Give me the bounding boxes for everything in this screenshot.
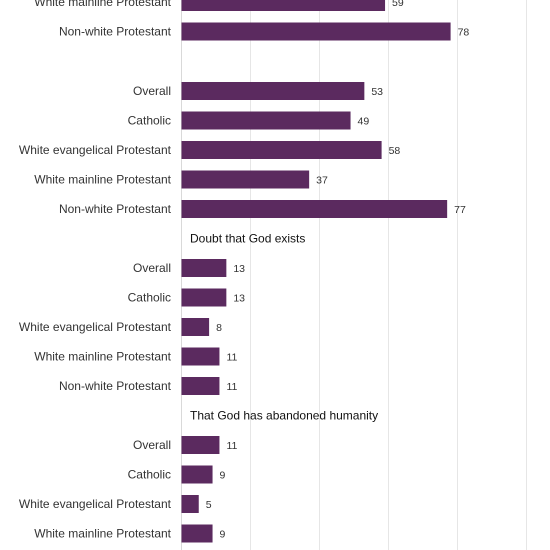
category-label: Catholic	[128, 114, 171, 128]
value-label: 11	[226, 352, 237, 364]
value-label: 11	[226, 381, 237, 393]
group-title: Doubt that God exists	[190, 232, 305, 246]
bar	[181, 200, 448, 218]
bar	[181, 259, 227, 277]
bar	[181, 141, 382, 159]
category-label: Overall	[133, 261, 171, 275]
bar	[181, 288, 227, 307]
category-label: White mainline Protestant	[34, 173, 171, 187]
bar	[181, 465, 213, 484]
bar	[181, 347, 220, 366]
bars	[181, 0, 451, 543]
value-label: 9	[220, 470, 226, 482]
value-label: 59	[392, 0, 404, 9]
category-label: Non-white Protestant	[59, 25, 172, 39]
category-label: Catholic	[128, 468, 171, 482]
category-label: Catholic	[128, 291, 171, 305]
value-label: 8	[216, 322, 222, 334]
value-label: 49	[358, 116, 370, 128]
category-label: White mainline Protestant	[34, 527, 171, 541]
category-label: White evangelical Protestant	[19, 497, 172, 511]
value-label: 37	[316, 175, 328, 187]
category-label: Overall	[133, 84, 171, 98]
category-label: White evangelical Protestant	[19, 320, 172, 334]
category-label: White evangelical Protestant	[19, 143, 172, 157]
category-label: White mainline Protestant	[34, 350, 171, 364]
value-label: 11	[226, 440, 237, 452]
category-label: Non-white Protestant	[59, 379, 172, 393]
bar	[181, 82, 365, 100]
value-label: 13	[233, 293, 245, 305]
category-label: White mainline Protestant	[34, 0, 171, 9]
value-label: 77	[454, 204, 466, 216]
value-label: 78	[458, 27, 470, 39]
value-label: 9	[220, 529, 226, 541]
value-label: 13	[233, 263, 245, 275]
bar	[181, 0, 386, 11]
bar	[181, 436, 220, 454]
bar	[181, 524, 213, 543]
bar	[181, 22, 451, 41]
value-label: 5	[206, 499, 212, 511]
bar	[181, 170, 310, 189]
bar	[181, 377, 220, 395]
group-title: That God has abandoned humanity	[190, 409, 378, 423]
bar	[181, 111, 351, 130]
bar	[181, 495, 199, 513]
bar	[181, 318, 210, 336]
category-label: Non-white Protestant	[59, 202, 172, 216]
value-label: 58	[389, 145, 401, 157]
value-label: 53	[371, 86, 383, 98]
category-label: Overall	[133, 438, 171, 452]
